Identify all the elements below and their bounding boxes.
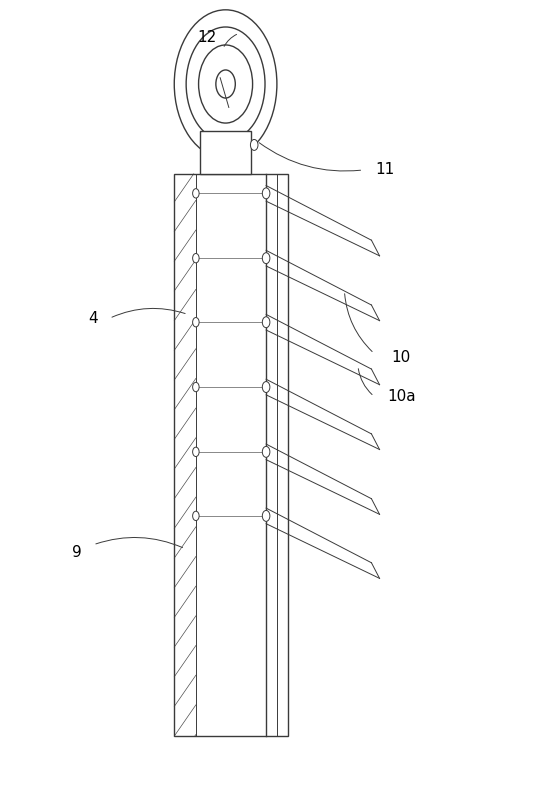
Bar	[200, 131, 251, 173]
Circle shape	[193, 447, 199, 457]
Circle shape	[262, 253, 270, 264]
Circle shape	[262, 447, 270, 458]
Circle shape	[262, 510, 270, 521]
Text: 10: 10	[392, 350, 411, 365]
Circle shape	[193, 382, 199, 392]
Circle shape	[193, 511, 199, 520]
Circle shape	[174, 10, 277, 159]
Text: 11: 11	[375, 162, 395, 177]
Circle shape	[199, 45, 252, 123]
Circle shape	[193, 254, 199, 263]
Text: 9: 9	[72, 545, 82, 560]
Circle shape	[193, 317, 199, 327]
Text: 10a: 10a	[387, 389, 415, 404]
Circle shape	[250, 140, 258, 151]
Circle shape	[262, 188, 270, 199]
Bar	[174, 173, 288, 736]
Circle shape	[186, 27, 265, 141]
Text: 12: 12	[197, 30, 216, 45]
Circle shape	[193, 188, 199, 198]
Text: 4: 4	[89, 311, 98, 326]
Circle shape	[262, 382, 270, 392]
Circle shape	[216, 70, 235, 98]
Circle shape	[262, 316, 270, 327]
